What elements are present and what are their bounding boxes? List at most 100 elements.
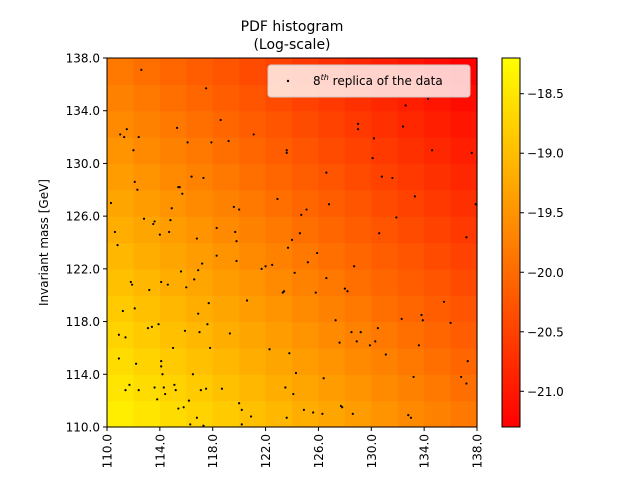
heatmap-cell [318,137,346,165]
x-tick-label: 118.0 [206,434,220,468]
data-point [442,300,446,303]
heatmap-cell [292,216,320,244]
legend[interactable]: 8th replica of the data [267,64,471,98]
heatmap-cell [107,374,135,402]
heatmap-cell [133,347,161,375]
colorbar-tick-label: −20.0 [527,266,564,280]
heatmap-cell [239,216,267,244]
heatmap-cell [292,295,320,323]
x-tick-label: 110.0 [101,434,115,468]
heatmap-cell [239,84,267,112]
data-point [355,340,358,343]
data-point [195,237,198,240]
heatmap-cell [239,137,267,165]
data-point [146,327,150,330]
heatmap-cell [107,295,135,323]
heatmap-cell [371,347,399,375]
heatmap-cell [344,400,372,428]
heatmap-cell [292,189,320,217]
data-point [268,348,271,351]
heatmap-cell [371,189,399,217]
heatmap-cell [186,374,214,402]
heatmap-cell [159,268,187,296]
data-point [400,317,403,321]
heatmap-cell [292,242,320,270]
data-point [202,424,205,427]
data-point [282,290,286,293]
colorbar-ticks: −18.5 −19.0 −19.5 −20.0 −20.5 −21.0 [520,87,564,399]
heatmap-cell [186,110,214,138]
x-tick-label: 130.0 [365,434,379,468]
data-point [169,218,172,222]
heatmap-cell [107,163,135,191]
data-point [316,251,319,255]
heatmap-cell [292,374,320,402]
data-point [404,104,407,107]
heatmap-cell [239,242,267,270]
data-point [210,141,213,144]
heatmap-cell [371,163,399,191]
heatmap-cell [292,268,320,296]
heatmap-cell [239,268,267,296]
data-point [137,135,140,139]
heatmap-cell [265,268,293,296]
data-point [285,149,288,152]
heatmap-cell [212,189,240,217]
data-point [343,287,346,290]
data-point [374,340,377,343]
plot-frame [106,57,478,428]
data-point [124,389,127,392]
data-point [252,133,255,136]
heatmap-cell [186,137,214,165]
heatmap-cell [371,321,399,349]
data-point [123,135,126,139]
heatmap-cell [107,400,135,428]
heatmap-cell [397,268,425,296]
data-point [334,319,337,322]
data-point [427,97,430,100]
data-point [346,290,349,293]
data-point [293,271,296,274]
data-point [153,386,156,389]
legend-box [267,64,471,98]
data-point [181,192,184,195]
data-point [264,265,267,268]
heatmap-cell [186,189,214,217]
heatmap-cell [344,137,372,165]
data-point [189,423,192,426]
heatmap-cell [424,400,452,428]
data-point [409,416,413,419]
heatmap-cell [133,189,161,217]
data-point [412,375,415,379]
heatmap-cell [450,268,478,296]
heatmap-cell [318,110,346,138]
heatmap-cell [133,84,161,112]
heatmap-cell [107,347,135,375]
data-point [284,386,287,389]
heatmap-cell [212,321,240,349]
data-point [161,373,164,376]
heatmap-cell [133,295,161,323]
heatmap-cell [159,137,187,165]
heatmap-cell [344,189,372,217]
data-point [131,283,134,286]
x-tick-label: 122.0 [259,434,273,468]
data-point [350,331,353,334]
data-point [133,180,136,183]
heatmap-cell [265,163,293,191]
data-point [401,125,405,128]
heatmap-cell [159,110,187,138]
colorbar-tick-label: −19.5 [527,206,564,220]
heatmap-cell [318,189,346,217]
data-point [168,230,171,234]
data-point [298,232,302,235]
data-point [378,232,381,235]
data-point [294,371,298,375]
data-point [474,203,477,206]
heatmap-cell [239,321,267,349]
heatmap-cell [186,268,214,296]
data-point [182,406,185,409]
data-point [205,387,208,390]
heatmap-cell [424,347,452,375]
